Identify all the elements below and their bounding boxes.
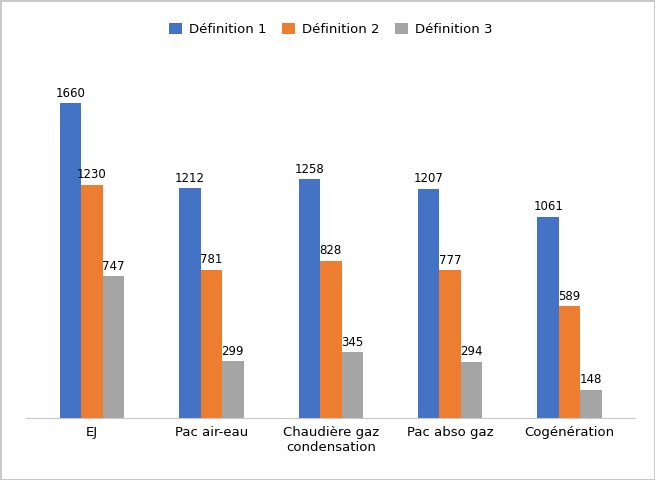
Bar (559, 306, 580, 418)
Text: 1258: 1258 (294, 163, 324, 176)
Legend: Définition 1, Définition 2, Définition 3: Définition 1, Définition 2, Définition 3 (164, 17, 498, 41)
Text: 1061: 1061 (533, 200, 563, 213)
Bar (418, 189, 440, 418)
Text: 777: 777 (439, 254, 462, 267)
Bar (103, 276, 124, 418)
Bar (200, 270, 222, 418)
Text: 1230: 1230 (77, 168, 107, 181)
Bar (179, 188, 200, 418)
Text: 1660: 1660 (56, 87, 85, 100)
Bar (580, 390, 602, 418)
Text: 747: 747 (102, 260, 124, 273)
Bar (320, 261, 341, 418)
Text: 781: 781 (200, 253, 223, 266)
Text: 589: 589 (559, 289, 581, 302)
Text: 1207: 1207 (414, 172, 443, 185)
Bar (461, 362, 483, 418)
Bar (299, 179, 320, 418)
Text: 1212: 1212 (175, 171, 205, 184)
Text: 345: 345 (341, 336, 364, 349)
Bar (537, 216, 559, 418)
Bar (81, 184, 103, 418)
Bar (341, 352, 363, 418)
Bar (60, 103, 81, 418)
Text: 294: 294 (460, 346, 483, 359)
Text: 148: 148 (580, 373, 603, 386)
Bar (440, 270, 461, 418)
Text: 299: 299 (221, 345, 244, 358)
Text: 828: 828 (320, 244, 342, 257)
Bar (222, 361, 244, 418)
